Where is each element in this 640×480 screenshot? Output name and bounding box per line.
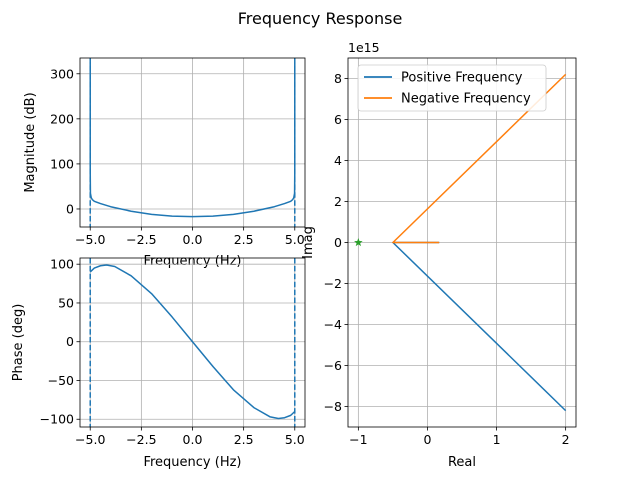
nyquist-series-1-line <box>392 73 567 244</box>
magnitude-xtick-label-4: 5.0 <box>285 232 305 247</box>
phase-ylabel: Phase (deg) <box>11 304 26 382</box>
magnitude-xtick-label-3: 2.5 <box>234 232 254 247</box>
magnitude-data <box>89 58 296 227</box>
phase-series-0-line <box>89 264 296 420</box>
magnitude-xtick-label-0: −5.0 <box>75 232 105 247</box>
phase-xlabel: Frequency (Hz) <box>143 455 241 470</box>
nyquist-ytick-label-5: 2 <box>334 194 342 209</box>
nyquist-ylabel: Imag <box>301 226 316 259</box>
phase-data <box>89 258 296 427</box>
nyquist-ytick-label-7: 6 <box>334 112 342 127</box>
phase-xtick-label-1: −2.5 <box>126 432 156 447</box>
magnitude-ytick-label-0: 0 <box>66 201 74 216</box>
nyquist-xtick-label-0: −1 <box>349 432 367 447</box>
magnitude-ytick-label-1: 100 <box>50 156 74 171</box>
nyquist-legend-box <box>357 64 547 112</box>
nyquist-ytick-label-8: 8 <box>334 71 342 86</box>
magnitude-ytick-label-2: 200 <box>50 111 74 126</box>
magnitude-xtick-label-2: 0.0 <box>183 232 203 247</box>
phase-xtick-label-2: 0.0 <box>183 432 203 447</box>
phase-ytick-label-0: −100 <box>40 412 74 427</box>
phase-ytick-label-2: 0 <box>66 334 74 349</box>
nyquist-offset-text: 1e15 <box>348 40 380 55</box>
magnitude-xtick-label-1: −2.5 <box>126 232 156 247</box>
phase-xtick-label-4: 5.0 <box>285 432 305 447</box>
magnitude-ytick-label-3: 300 <box>50 66 74 81</box>
nyquist-xtick-label-1: 0 <box>423 432 431 447</box>
phase-xtick-label-0: −5.0 <box>75 432 105 447</box>
phase-ytick-label-4: 100 <box>50 257 74 272</box>
nyquist-ytick-label-0: −8 <box>324 399 342 414</box>
nyquist-xlabel: Real <box>448 455 476 470</box>
nyquist-xtick-label-2: 1 <box>493 432 501 447</box>
phase-ytick-label-1: −50 <box>48 373 74 388</box>
nyquist-ytick-label-4: 0 <box>334 235 342 250</box>
nyquist-legend-label-1: Negative Frequency <box>401 92 531 107</box>
figure-title: Frequency Response <box>238 9 403 28</box>
magnitude-ylabel: Magnitude (dB) <box>23 92 38 192</box>
nyquist-axes: −1 0 1 2 −8 −6 −4 −2 0 2 4 6 8 Real Imag 1e15 Positive F… <box>301 40 577 470</box>
nyquist-series-0-line <box>392 241 567 412</box>
nyquist-ytick-label-6: 4 <box>334 153 342 168</box>
nyquist-star-marker <box>354 238 363 247</box>
nyquist-xtick-label-3: 2 <box>562 432 570 447</box>
nyquist-ytick-label-1: −6 <box>324 358 342 373</box>
nyquist-legend-label-0: Positive Frequency <box>401 71 523 86</box>
nyquist-data <box>354 73 567 412</box>
phase-xtick-label-3: 2.5 <box>234 432 254 447</box>
nyquist-ytick-label-2: −4 <box>324 317 342 332</box>
phase-axes: −5.0 −2.5 0.0 2.5 5.0 −100 −50 0 50 100 Frequency … <box>11 257 306 470</box>
nyquist-ytick-label-3: −2 <box>324 276 342 291</box>
magnitude-series-0-line <box>89 62 296 218</box>
phase-ytick-label-3: 50 <box>58 295 74 310</box>
